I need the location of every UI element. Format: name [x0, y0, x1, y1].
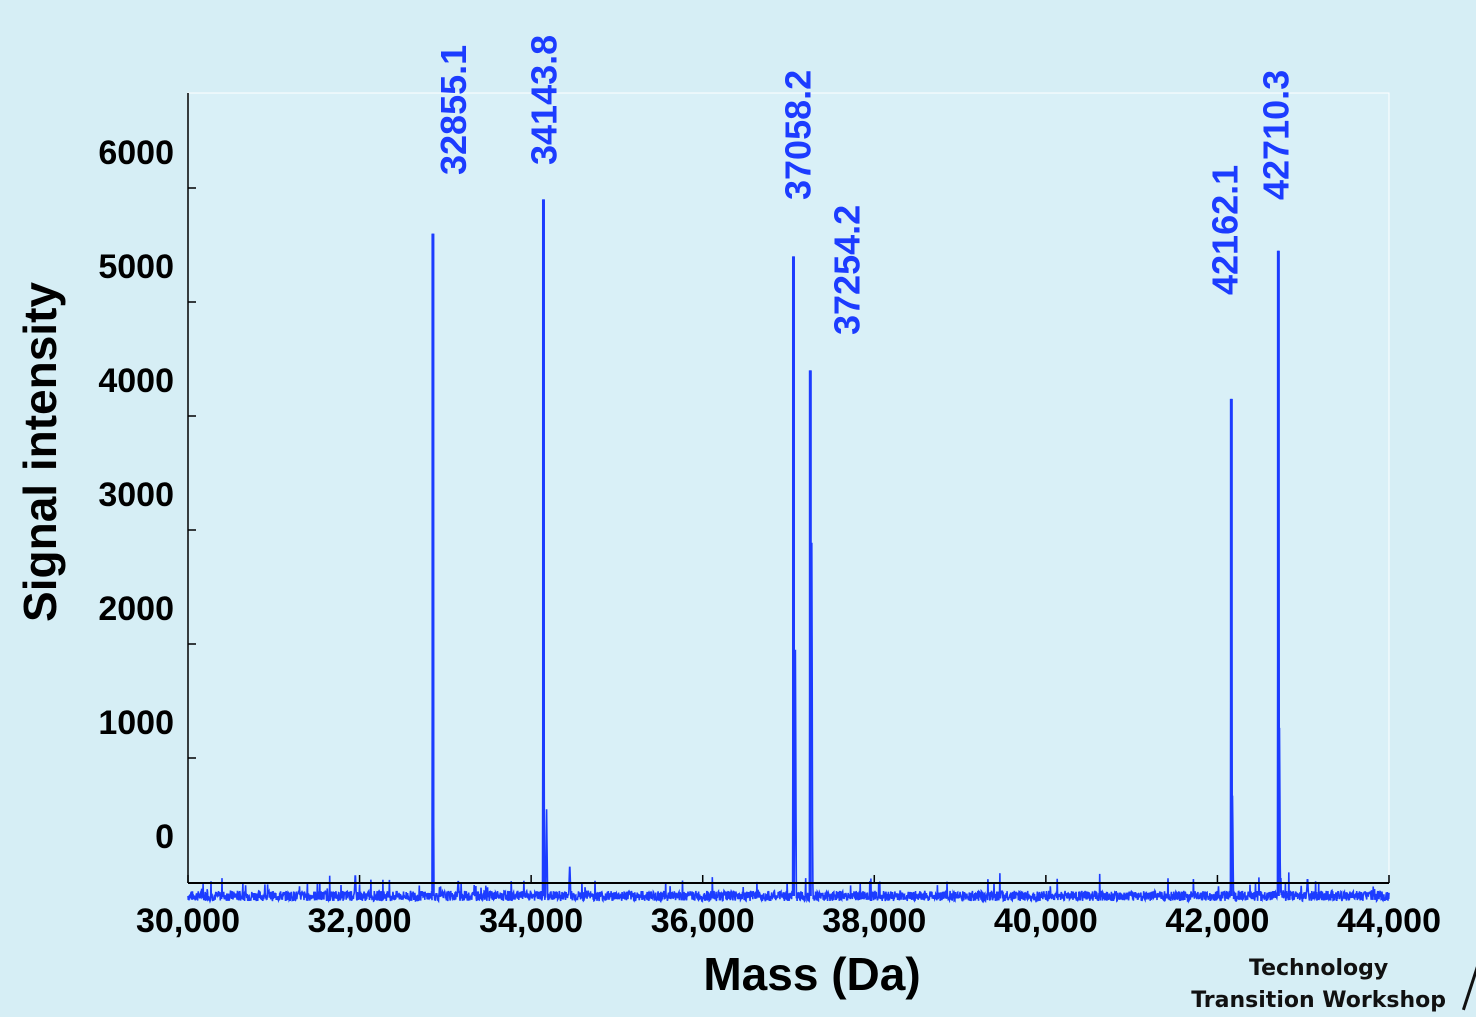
y-axis-title: Signal intensity — [14, 282, 66, 622]
x-tick-label: 32,000 — [308, 902, 412, 940]
peak-label-3: 37254.2 — [826, 205, 867, 335]
y-tick-label: 1000 — [98, 704, 174, 742]
footer-line-1: Technology — [1248, 956, 1389, 981]
y-tick-label: 3000 — [98, 476, 174, 514]
peak-label-5: 42710.3 — [1255, 70, 1296, 200]
spectrum-line — [187, 199, 1390, 904]
y-tick-label: 0 — [155, 818, 174, 856]
x-tick-label: 36,000 — [651, 902, 755, 940]
y-tick-label: 6000 — [98, 134, 174, 172]
plot-area — [187, 92, 1390, 884]
footer-logo-text: Technology Transition Workshop — [1191, 953, 1446, 1017]
footer-line-2: Transition Workshop — [1191, 988, 1446, 1013]
x-tick-label: 44,000 — [1337, 902, 1441, 940]
peak-label-1: 34143.8 — [524, 35, 565, 165]
x-tick-label: 30,000 — [136, 902, 240, 940]
x-tick-label: 40,000 — [994, 902, 1098, 940]
x-tick-label: 34,000 — [479, 902, 583, 940]
y-tick-label: 5000 — [98, 248, 174, 286]
peak-label-2: 37058.2 — [778, 70, 819, 200]
x-tick-label: 38,000 — [822, 902, 926, 940]
peak-label-0: 32855.1 — [433, 45, 474, 175]
y-tick-label: 2000 — [98, 590, 174, 628]
y-tick-label: 4000 — [98, 362, 174, 400]
x-tick-label: 42,000 — [1165, 902, 1269, 940]
axes-group: 30,000 32,000 34,000 36,000 38,000 40,000 42,0… — [98, 93, 1441, 940]
peak-label-4: 42162.1 — [1204, 165, 1245, 295]
spectrum-trace-group — [187, 199, 1390, 904]
x-axis-title: Mass (Da) — [703, 948, 920, 1000]
